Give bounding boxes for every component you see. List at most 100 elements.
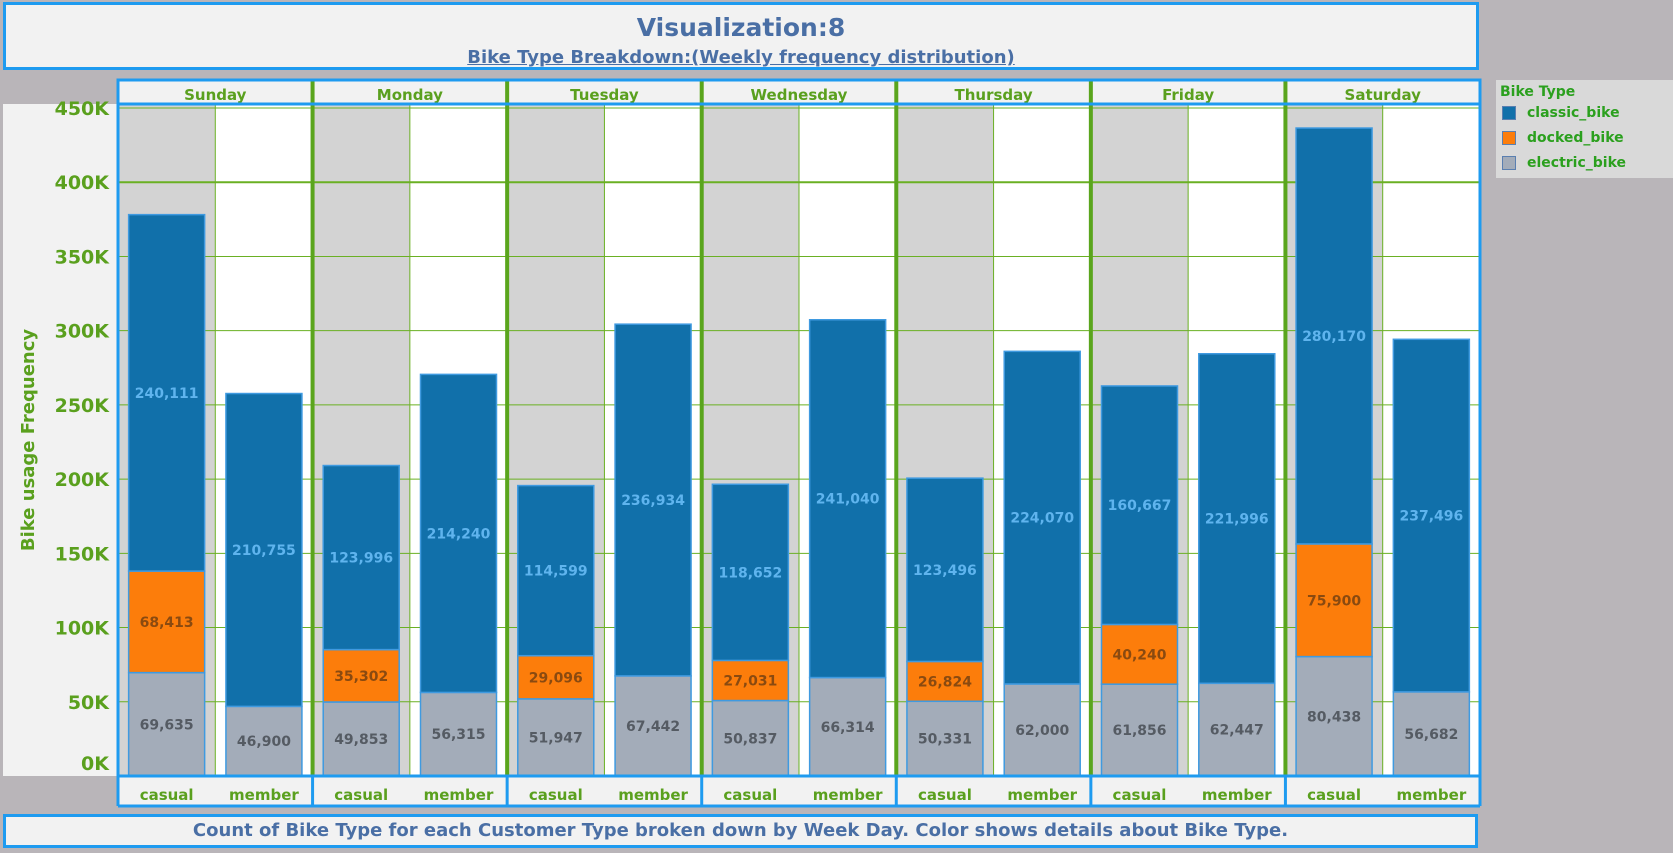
legend-label-docked-bike: docked_bike xyxy=(1527,130,1624,146)
x-tick-label: member xyxy=(1396,786,1466,804)
data-label: 56,315 xyxy=(431,727,485,743)
data-label: 50,837 xyxy=(723,731,777,747)
day-header-tuesday: Tuesday xyxy=(570,86,639,104)
x-tick-label: casual xyxy=(529,786,583,804)
data-label: 280,170 xyxy=(1302,329,1366,345)
data-label: 56,682 xyxy=(1404,727,1458,743)
x-tick-label: member xyxy=(424,786,494,804)
bar-segment-electric-bike[interactable] xyxy=(808,676,887,777)
data-label: 123,496 xyxy=(913,563,977,579)
data-label: 80,438 xyxy=(1307,709,1361,725)
bar-segment-classic-bike[interactable] xyxy=(906,477,984,663)
chart-subtitle[interactable]: Bike Type Breakdown:(Weekly frequency di… xyxy=(467,47,1015,68)
day-header-monday: Monday xyxy=(377,86,443,104)
y-tick-label: 450K xyxy=(55,98,111,120)
bar-segment-electric-bike[interactable] xyxy=(225,705,303,777)
bar-segment-docked-bike[interactable] xyxy=(127,570,206,674)
legend: Bike Type classic_bike docked_bike elect… xyxy=(1496,80,1673,178)
bar-segment-electric-bike[interactable] xyxy=(322,701,400,777)
day-header-sunday: Sunday xyxy=(184,86,247,104)
x-tick-label: member xyxy=(618,786,688,804)
data-label: 67,442 xyxy=(626,719,680,735)
data-label: 210,755 xyxy=(232,543,296,559)
y-tick-label: 350K xyxy=(55,246,111,268)
data-label: 214,240 xyxy=(427,526,491,542)
bar-segment-classic-bike[interactable] xyxy=(517,484,595,657)
x-tick-label: casual xyxy=(140,786,194,804)
chart-header: Visualization:8 Bike Type Breakdown:(Wee… xyxy=(3,2,1479,70)
data-label: 75,900 xyxy=(1307,593,1361,609)
chart-caption: Count of Bike Type for each Customer Typ… xyxy=(3,814,1478,848)
bar-segment-electric-bike[interactable] xyxy=(1003,683,1081,777)
bar-segment-classic-bike[interactable] xyxy=(322,464,400,651)
data-label: 241,040 xyxy=(816,492,880,508)
bar-segment-classic-bike[interactable] xyxy=(1198,353,1276,685)
data-label: 66,314 xyxy=(821,720,875,736)
data-label: 118,652 xyxy=(718,565,782,581)
data-label: 160,667 xyxy=(1108,498,1172,514)
bar-segment-docked-bike[interactable] xyxy=(322,648,400,703)
bar-segment-electric-bike[interactable] xyxy=(1295,655,1373,777)
y-tick-label: 0K xyxy=(81,753,110,775)
legend-title: Bike Type xyxy=(1500,84,1576,100)
data-label: 68,413 xyxy=(140,615,194,631)
x-tick-label: casual xyxy=(918,786,972,804)
x-tick-label: casual xyxy=(1113,786,1167,804)
bar-segment-classic-bike[interactable] xyxy=(1100,385,1179,626)
day-header-thursday: Thursday xyxy=(955,86,1033,104)
bar-segment-classic-bike[interactable] xyxy=(808,319,887,679)
bar-segment-classic-bike[interactable] xyxy=(711,483,790,662)
y-tick-label: 400K xyxy=(55,172,111,194)
data-label: 62,447 xyxy=(1210,723,1264,739)
data-label: 29,096 xyxy=(529,670,583,686)
bar-segment-classic-bike[interactable] xyxy=(419,373,498,694)
x-tick-label: casual xyxy=(334,786,388,804)
bar-segment-electric-bike[interactable] xyxy=(127,671,206,777)
data-label: 240,111 xyxy=(135,386,199,402)
data-label: 50,331 xyxy=(918,732,972,748)
data-label: 35,302 xyxy=(334,669,388,685)
y-tick-label: 300K xyxy=(55,321,111,343)
bar-segment-classic-bike[interactable] xyxy=(1003,350,1081,685)
legend-swatch-classic-bike xyxy=(1502,106,1516,120)
data-label: 123,996 xyxy=(329,551,393,567)
legend-label-electric-bike: electric_bike xyxy=(1527,155,1627,171)
data-label: 27,031 xyxy=(723,673,777,689)
data-label: 61,856 xyxy=(1112,723,1166,739)
data-label: 40,240 xyxy=(1112,647,1166,663)
legend-label-classic-bike: classic_bike xyxy=(1527,105,1620,121)
data-label: 62,000 xyxy=(1015,723,1069,739)
x-header-row xyxy=(118,776,1480,806)
bar-segment-classic-bike[interactable] xyxy=(225,392,303,708)
bar-segment-electric-bike[interactable] xyxy=(711,699,790,777)
legend-swatch-docked-bike xyxy=(1502,131,1516,145)
y-axis-area xyxy=(3,104,118,776)
x-tick-label: member xyxy=(229,786,299,804)
day-header-friday: Friday xyxy=(1162,86,1214,104)
data-label: 236,934 xyxy=(621,493,685,509)
bar-segment-electric-bike[interactable] xyxy=(517,698,595,777)
bar-segment-docked-bike[interactable] xyxy=(1295,543,1373,658)
data-label: 221,996 xyxy=(1205,512,1269,528)
x-tick-label: casual xyxy=(723,786,777,804)
day-header-saturday: Saturday xyxy=(1345,86,1422,104)
day-header-wednesday: Wednesday xyxy=(751,86,848,104)
bar-segment-docked-bike[interactable] xyxy=(711,659,790,702)
y-tick-label: 200K xyxy=(55,469,111,491)
data-label: 237,496 xyxy=(1399,509,1463,525)
x-tick-label: casual xyxy=(1307,786,1361,804)
y-tick-label: 150K xyxy=(55,543,111,565)
bar-segment-docked-bike[interactable] xyxy=(906,660,984,703)
x-tick-label: member xyxy=(1202,786,1272,804)
y-tick-label: 250K xyxy=(55,395,111,417)
data-label: 46,900 xyxy=(237,734,291,750)
bar-segment-classic-bike[interactable] xyxy=(127,213,206,572)
bar-segment-classic-bike[interactable] xyxy=(1295,127,1373,545)
x-tick-label: member xyxy=(813,786,883,804)
bar-segment-electric-bike[interactable] xyxy=(614,675,692,777)
data-label: 224,070 xyxy=(1010,511,1074,527)
bar-segment-classic-bike[interactable] xyxy=(1392,338,1471,693)
bar-segment-docked-bike[interactable] xyxy=(517,654,595,700)
y-axis-title: Bike usage Frequency xyxy=(18,329,39,552)
bar-segment-classic-bike[interactable] xyxy=(614,323,692,677)
